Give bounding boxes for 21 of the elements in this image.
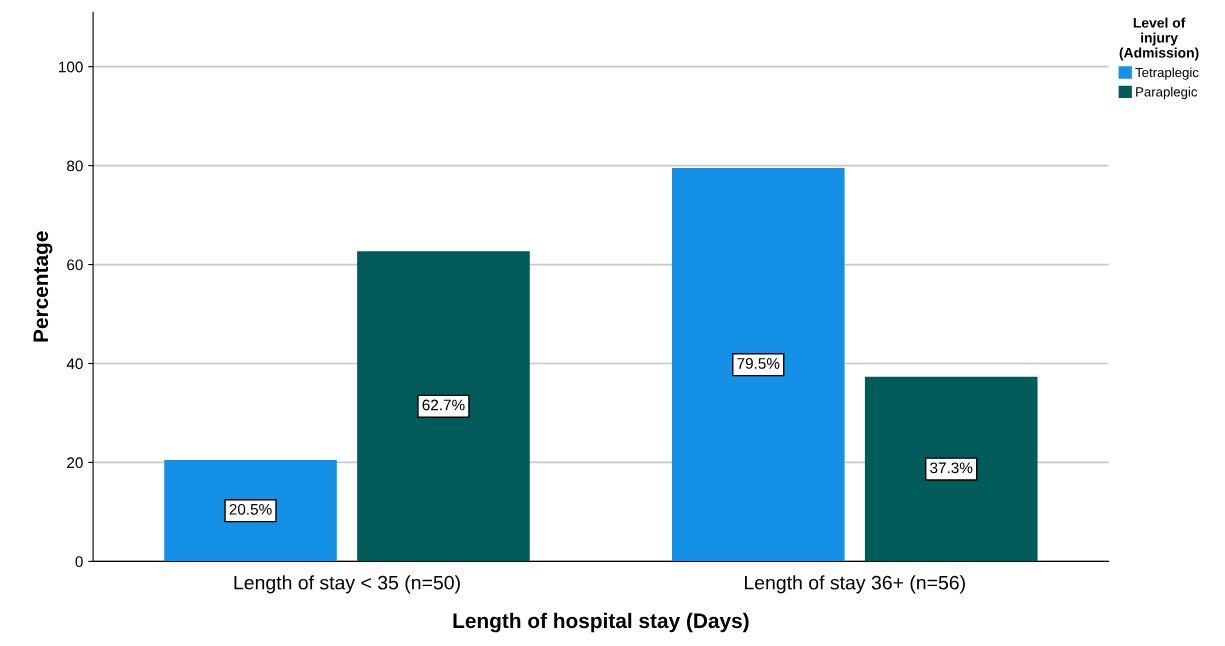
bar xyxy=(671,168,845,562)
y-tick-label: 100 xyxy=(59,61,83,73)
x-tick-label: Length of stay < 35 (n=50) xyxy=(234,575,460,594)
y-tick-label: 60 xyxy=(67,259,83,271)
y-tick-label: 80 xyxy=(67,160,83,172)
bar xyxy=(164,459,337,562)
data-label: 79.5% xyxy=(737,358,780,369)
legend-label: Tetraplegic xyxy=(1135,67,1199,80)
y-axis-title: Percentage xyxy=(33,231,53,342)
y-tick-label: 0 xyxy=(75,556,83,568)
data-label: 62.7% xyxy=(422,399,465,411)
legend-title: Level of injury (Admission) xyxy=(1119,17,1199,61)
x-tick-label: Length of stay 36+ (n=56) xyxy=(745,575,965,594)
data-label: 20.5% xyxy=(229,503,272,515)
y-tick-label: 20 xyxy=(67,457,83,469)
legend-label: Paraplegic xyxy=(1136,86,1198,100)
bar xyxy=(357,251,530,562)
bar xyxy=(864,376,1038,562)
data-label: 37.3% xyxy=(930,462,973,474)
x-axis-title: Length of hospital stay (Days) xyxy=(453,612,749,633)
y-tick-label: 40 xyxy=(66,358,83,370)
